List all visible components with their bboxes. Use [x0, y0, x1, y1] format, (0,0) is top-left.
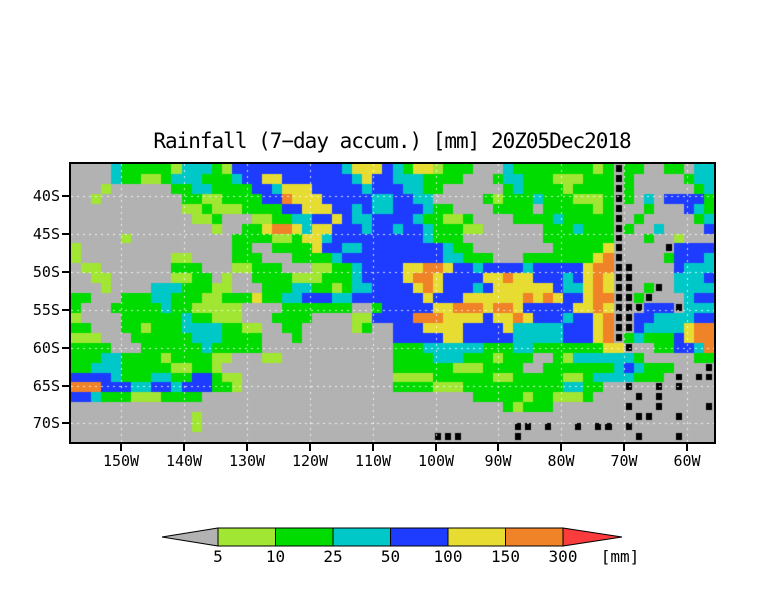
plot-title: Rainfall (7−day accum.) [mm] 20Z05Dec201…: [153, 129, 631, 153]
lon-tick: [246, 444, 248, 451]
lon-tick: [309, 444, 311, 451]
colorbar-threshold-label: 100: [434, 547, 463, 566]
colorbar-segment: [447, 527, 506, 547]
colorbar-segment: [505, 527, 564, 547]
colorbar-segment: [332, 527, 391, 547]
lon-tick: [497, 444, 499, 451]
colorbar-unit-label: [mm]: [601, 547, 640, 566]
lon-tick: [120, 444, 122, 451]
lat-tick: [62, 422, 69, 424]
lon-tick-label: 110W: [354, 452, 392, 470]
rainfall-map-canvas: [71, 164, 714, 442]
lat-tick-label: 55S: [32, 301, 60, 319]
colorbar-threshold-label: 25: [323, 547, 342, 566]
lon-tick-label: 60W: [673, 452, 701, 470]
lat-tick: [62, 347, 69, 349]
lon-tick-label: 80W: [547, 452, 575, 470]
lat-tick-label: 40S: [32, 187, 60, 205]
colorbar-threshold-label: 10: [266, 547, 285, 566]
lat-tick: [62, 309, 69, 311]
lat-tick-label: 50S: [32, 263, 60, 281]
lon-tick-label: 70W: [610, 452, 638, 470]
lon-tick: [372, 444, 374, 451]
lat-tick-label: 65S: [32, 377, 60, 395]
lon-tick: [623, 444, 625, 451]
map-frame: [69, 162, 716, 444]
colorbar-segment: [275, 527, 334, 547]
lon-tick-label: 130W: [228, 452, 266, 470]
lon-tick: [686, 444, 688, 451]
lon-tick-label: 150W: [102, 452, 140, 470]
lat-tick: [62, 233, 69, 235]
lat-tick: [62, 385, 69, 387]
colorbar-right-arrow: [562, 527, 623, 547]
lat-tick-label: 70S: [32, 414, 60, 432]
colorbar-threshold-label: 150: [491, 547, 520, 566]
colorbar: 5 10 25 50 100 150 300 [mm]: [161, 527, 640, 566]
colorbar-segment: [217, 527, 276, 547]
lat-tick: [62, 195, 69, 197]
lon-tick: [183, 444, 185, 451]
lon-tick-label: 90W: [484, 452, 512, 470]
lon-tick-label: 120W: [291, 452, 329, 470]
lat-tick-label: 45S: [32, 225, 60, 243]
lat-tick: [62, 271, 69, 273]
colorbar-threshold-label: 300: [549, 547, 578, 566]
colorbar-threshold-label: 50: [381, 547, 400, 566]
lon-tick-label: 140W: [165, 452, 203, 470]
lon-tick-label: 100W: [417, 452, 455, 470]
colorbar-left-arrow: [161, 527, 219, 547]
lat-tick-label: 60S: [32, 339, 60, 357]
lon-tick: [560, 444, 562, 451]
lon-tick: [435, 444, 437, 451]
colorbar-threshold-label: 5: [213, 547, 223, 566]
colorbar-segment: [390, 527, 449, 547]
